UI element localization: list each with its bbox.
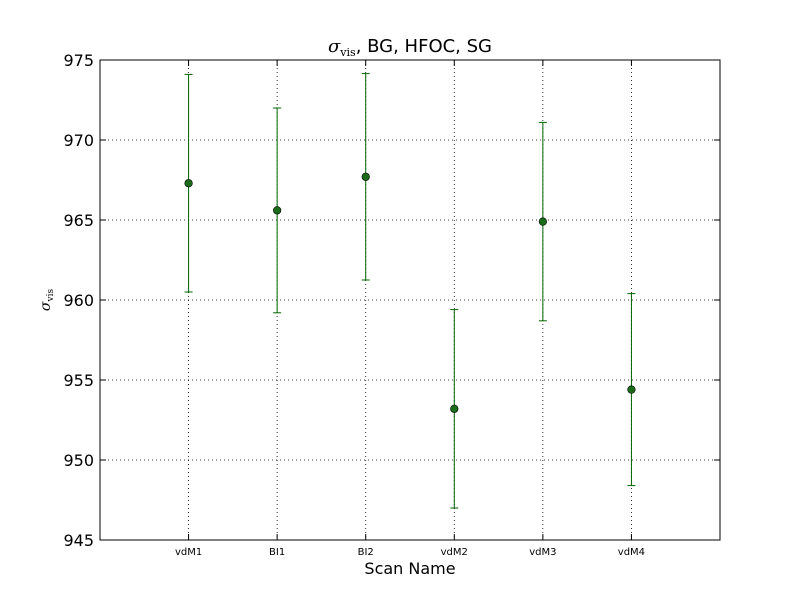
data-point (361, 172, 370, 181)
y-tick-label: 975 (63, 51, 94, 70)
x-tick-label: BI2 (358, 547, 374, 558)
axis-ticks: 945 950 955 960 965 970 975 vdM1 BI1 BI2 vdM2 vdM3 v… (63, 51, 720, 558)
x-tick-label: vdM1 (175, 547, 202, 558)
x-tick-label: vdM3 (529, 547, 556, 558)
data-point (450, 404, 459, 413)
grid-lines (100, 60, 720, 540)
chart-title-symbol: σ (328, 36, 341, 57)
y-tick-label: 970 (63, 131, 94, 150)
y-axis-label: σvis (38, 289, 56, 312)
y-tick-label: 950 (63, 451, 94, 470)
y-tick-label: 955 (63, 371, 94, 390)
data-point (627, 385, 636, 394)
x-tick-label: vdM2 (441, 547, 468, 558)
y-tick-label: 965 (63, 211, 94, 230)
chart-title-subscript: vis (339, 46, 356, 59)
y-tick-label: 960 (63, 291, 94, 310)
x-tick-label: BI1 (269, 547, 285, 558)
data-series (184, 73, 636, 509)
y-axis-label-subscript: vis (46, 289, 56, 303)
x-tick-label: vdM4 (618, 547, 645, 558)
y-axis-label-symbol: σ (38, 301, 54, 311)
svg-text:σvis: σvis (38, 289, 56, 312)
data-point (184, 179, 193, 188)
x-axis-label: Scan Name (364, 559, 455, 578)
chart-title-rest: , BG, HFOC, SG (356, 36, 492, 57)
y-tick-label: 945 (63, 531, 94, 550)
data-point (538, 217, 547, 226)
chart-title: σvis, BG, HFOC, SG (328, 36, 492, 59)
data-point (273, 206, 282, 215)
